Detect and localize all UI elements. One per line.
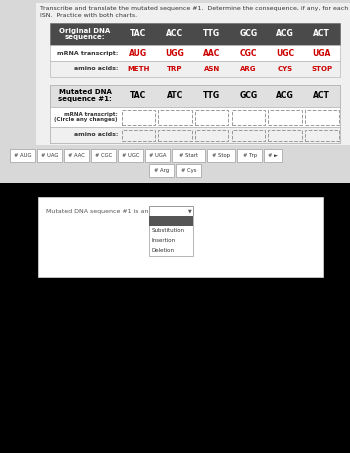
- Bar: [231, 110, 265, 125]
- Bar: [305, 130, 338, 140]
- Text: AUG: AUG: [129, 48, 147, 58]
- Bar: [50, 85, 340, 143]
- Text: # Start: # Start: [179, 153, 198, 158]
- Bar: [50, 61, 340, 77]
- Bar: [195, 130, 229, 140]
- Bar: [231, 130, 265, 140]
- Text: # ►: # ►: [268, 153, 278, 158]
- Text: Insertion: Insertion: [151, 238, 175, 244]
- Text: ACG: ACG: [276, 29, 294, 39]
- Bar: [206, 149, 236, 162]
- Text: amino acids:: amino acids:: [74, 67, 118, 72]
- Bar: [176, 164, 201, 177]
- Text: Transcribe and translate the mutated sequence #1.  Determine the consequence, if: Transcribe and translate the mutated seq…: [40, 6, 350, 11]
- Bar: [50, 127, 340, 143]
- Text: Mutated DNA sequence #1 is an example of: Mutated DNA sequence #1 is an example of: [46, 208, 186, 213]
- Text: TAC: TAC: [130, 29, 146, 39]
- Text: # AAC: # AAC: [68, 153, 85, 158]
- Bar: [37, 149, 62, 162]
- Text: ASN: ASN: [204, 66, 220, 72]
- Text: # UGC: # UGC: [122, 153, 139, 158]
- Text: # Trp: # Trp: [243, 153, 257, 158]
- Bar: [149, 216, 193, 256]
- Bar: [0, 0, 350, 183]
- Text: GCG: GCG: [239, 29, 257, 39]
- Text: # Arg: # Arg: [154, 168, 169, 173]
- Bar: [149, 216, 193, 226]
- Text: ▼: ▼: [188, 208, 192, 213]
- Bar: [38, 197, 323, 277]
- Bar: [118, 149, 143, 162]
- Bar: [121, 110, 155, 125]
- Bar: [91, 149, 116, 162]
- Bar: [50, 85, 340, 107]
- Bar: [172, 149, 205, 162]
- Text: amino acids:: amino acids:: [74, 132, 118, 138]
- Bar: [305, 110, 338, 125]
- Bar: [121, 130, 155, 140]
- Bar: [149, 164, 174, 177]
- Text: mRNA transcript:
(Circle any changes): mRNA transcript: (Circle any changes): [55, 111, 118, 122]
- Text: UGA: UGA: [313, 48, 331, 58]
- Bar: [158, 110, 192, 125]
- Text: Original DNA
sequence:: Original DNA sequence:: [60, 28, 111, 40]
- Bar: [264, 149, 282, 162]
- Text: ACT: ACT: [313, 92, 330, 101]
- Text: # CGC: # CGC: [95, 153, 112, 158]
- Text: TTG: TTG: [203, 92, 220, 101]
- Text: TTG: TTG: [203, 29, 220, 39]
- Text: ARG: ARG: [240, 66, 257, 72]
- Bar: [268, 130, 302, 140]
- Text: ACT: ACT: [313, 29, 330, 39]
- Text: METH: METH: [127, 66, 149, 72]
- Bar: [237, 149, 262, 162]
- Bar: [50, 45, 340, 61]
- Text: ACC: ACC: [167, 29, 183, 39]
- Bar: [36, 3, 350, 181]
- Text: AAC: AAC: [203, 48, 220, 58]
- Text: ATC: ATC: [167, 92, 183, 101]
- Text: UGC: UGC: [276, 48, 294, 58]
- Text: # UAG: # UAG: [41, 153, 58, 158]
- Text: TAC: TAC: [130, 92, 146, 101]
- Text: Mutated DNA
sequence #1:: Mutated DNA sequence #1:: [58, 90, 112, 102]
- Bar: [0, 145, 350, 183]
- Bar: [64, 149, 89, 162]
- Bar: [50, 23, 340, 45]
- Text: Deletion: Deletion: [151, 249, 174, 254]
- Bar: [149, 206, 193, 216]
- Bar: [268, 110, 302, 125]
- Text: TRP: TRP: [167, 66, 183, 72]
- Text: # Cys: # Cys: [181, 168, 196, 173]
- Text: ISN.  Practice with both charts.: ISN. Practice with both charts.: [40, 13, 137, 18]
- Text: UGG: UGG: [166, 48, 184, 58]
- Text: ACG: ACG: [276, 92, 294, 101]
- Text: GCG: GCG: [239, 92, 257, 101]
- Text: # Stop: # Stop: [212, 153, 230, 158]
- Text: Substitution: Substitution: [151, 228, 184, 233]
- Bar: [50, 107, 340, 127]
- Text: CGC: CGC: [240, 48, 257, 58]
- Bar: [158, 130, 192, 140]
- Bar: [10, 149, 35, 162]
- Bar: [145, 149, 170, 162]
- Text: # AUG: # AUG: [14, 153, 31, 158]
- Text: CYS: CYS: [278, 66, 293, 72]
- Text: STOP: STOP: [311, 66, 332, 72]
- Text: # UGA: # UGA: [149, 153, 166, 158]
- Text: mRNA transcript:: mRNA transcript:: [57, 50, 118, 56]
- Bar: [195, 110, 229, 125]
